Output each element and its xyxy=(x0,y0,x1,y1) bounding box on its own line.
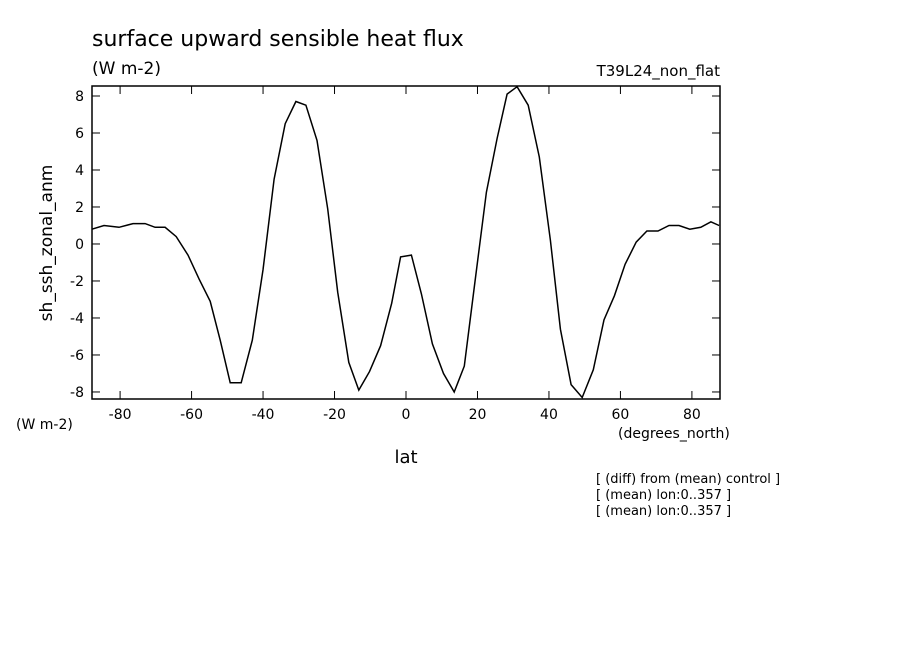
x-units: (degrees_north) xyxy=(618,426,730,442)
x-tick-label: -20 xyxy=(323,407,346,423)
x-tick-label: 60 xyxy=(612,407,630,423)
plot-frame xyxy=(91,85,721,400)
y-units: (W m-2) xyxy=(16,417,73,433)
y-tick-label: 6 xyxy=(75,126,84,142)
chart-title: surface upward sensible heat flux xyxy=(92,27,464,52)
x-tick-label: -40 xyxy=(252,407,275,423)
note: [ (diff) from (mean) control ] xyxy=(596,472,780,487)
y-tick-label: 8 xyxy=(75,89,84,105)
x-tick-label: 20 xyxy=(469,407,487,423)
x-tick-label: 40 xyxy=(540,407,558,423)
y-tick-label: -2 xyxy=(70,274,84,290)
subtitle: (W m-2) xyxy=(92,59,161,79)
x-tick-label: -60 xyxy=(180,407,203,423)
y-tick-label: 4 xyxy=(75,163,84,179)
y-tick-label: -6 xyxy=(70,348,84,364)
y-tick-label: 2 xyxy=(75,200,84,216)
x-tick-label: -80 xyxy=(109,407,132,423)
y-axis-label: sh_ssh_zonal_anm xyxy=(37,165,57,322)
x-tick-label: 0 xyxy=(402,407,411,423)
y-tick-label: -8 xyxy=(70,385,84,401)
note: [ (mean) lon:0..357 ] xyxy=(596,488,731,503)
y-tick-label: 0 xyxy=(75,237,84,253)
x-tick-label: 80 xyxy=(683,407,701,423)
x-axis-label: lat xyxy=(394,447,417,468)
data-line xyxy=(91,85,720,399)
y-tick-label: -4 xyxy=(70,311,84,327)
experiment-label: T39L24_non_flat xyxy=(596,62,721,81)
note: [ (mean) lon:0..357 ] xyxy=(596,504,731,519)
